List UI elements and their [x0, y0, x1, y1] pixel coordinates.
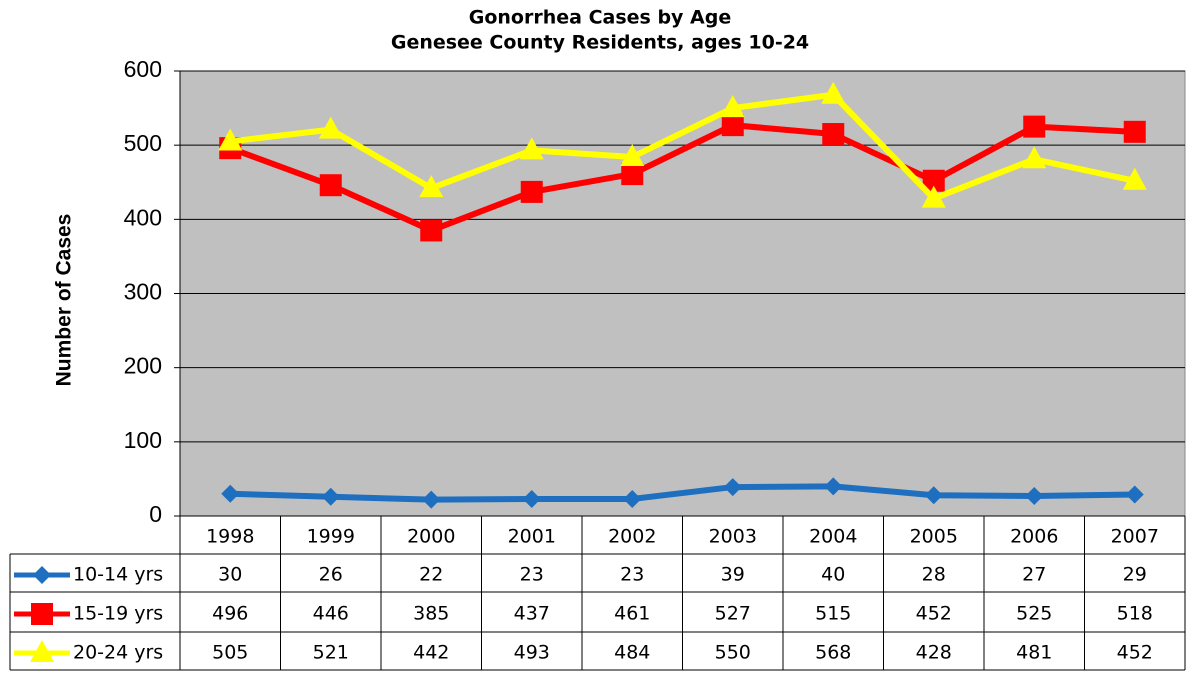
y-tick-label: 100 — [124, 427, 162, 453]
data-table-value: 22 — [419, 564, 443, 586]
data-table-value: 30 — [218, 564, 242, 586]
marker — [519, 137, 544, 160]
marker — [321, 487, 340, 506]
marker — [319, 174, 342, 197]
marker — [422, 490, 441, 509]
marker — [720, 95, 745, 118]
x-tick-label: 2003 — [709, 526, 757, 548]
x-tick-label: 2005 — [910, 526, 958, 548]
marker — [621, 163, 644, 186]
data-table-value: 515 — [815, 603, 851, 625]
series-line — [229, 91, 1136, 202]
y-tick-label: 300 — [124, 279, 162, 305]
data-table-value: 452 — [916, 603, 952, 625]
data-table-value: 385 — [413, 603, 449, 625]
x-tick-label: 2007 — [1111, 526, 1159, 548]
marker — [921, 185, 946, 208]
marker — [522, 489, 541, 508]
y-tick-label: 400 — [124, 204, 162, 230]
marker — [218, 128, 243, 151]
y-tick-label: 0 — [149, 501, 162, 527]
data-table-value: 550 — [715, 642, 751, 664]
marker — [33, 566, 51, 584]
data-table-value: 518 — [1117, 603, 1153, 625]
y-tick-label: 500 — [124, 130, 162, 156]
marker — [1023, 115, 1046, 138]
marker — [723, 478, 742, 497]
marker — [520, 180, 543, 203]
data-table-value: 461 — [614, 603, 650, 625]
data-table-value: 29 — [1123, 564, 1147, 586]
data-table-value: 493 — [514, 642, 550, 664]
x-tick-label: 2004 — [809, 526, 857, 548]
data-table-value: 481 — [1016, 642, 1052, 664]
x-tick-label: 2006 — [1010, 526, 1058, 548]
data-table-value: 568 — [815, 642, 851, 664]
data-table-value: 40 — [821, 564, 845, 586]
data-table-value: 23 — [520, 564, 544, 586]
marker — [822, 123, 845, 146]
chart-subtitle: Genesee County Residents, ages 10-24 — [391, 32, 809, 54]
x-tick-label: 2002 — [608, 526, 656, 548]
marker — [1123, 120, 1146, 143]
x-tick-label: 1998 — [206, 526, 254, 548]
data-table-value: 428 — [916, 642, 952, 664]
marker — [620, 144, 645, 167]
marker — [924, 486, 943, 505]
data-table-value: 23 — [620, 564, 644, 586]
series-line — [230, 483, 1135, 503]
data-table-value: 521 — [313, 642, 349, 664]
marker — [1025, 486, 1044, 505]
data-table-value: 527 — [715, 603, 751, 625]
data-table-value: 39 — [721, 564, 745, 586]
data-table-value: 26 — [319, 564, 343, 586]
data-table-value: 505 — [212, 642, 248, 664]
data-table-value: 446 — [313, 603, 349, 625]
marker — [721, 114, 744, 137]
data-table-value: 452 — [1117, 642, 1153, 664]
marker — [420, 219, 443, 242]
legend-label: 10-14 yrs — [73, 564, 163, 586]
y-tick-label: 200 — [124, 353, 162, 379]
marker — [419, 175, 444, 198]
series-line — [229, 122, 1135, 234]
marker — [1125, 485, 1144, 504]
data-table-value: 27 — [1022, 564, 1046, 586]
x-tick-label: 2000 — [407, 526, 455, 548]
data-table-value: 484 — [614, 642, 650, 664]
legend-label: 15-19 yrs — [73, 603, 163, 625]
marker — [221, 484, 240, 503]
marker — [922, 169, 945, 192]
data-table-value: 442 — [413, 642, 449, 664]
marker — [30, 640, 54, 662]
marker — [31, 603, 53, 625]
marker — [821, 81, 846, 104]
marker — [623, 489, 642, 508]
y-tick-label: 600 — [124, 56, 162, 82]
data-table-value: 28 — [922, 564, 946, 586]
marker — [1122, 167, 1147, 190]
legend-label: 20-24 yrs — [73, 642, 163, 664]
data-table-value: 525 — [1016, 603, 1052, 625]
data-table-value: 437 — [514, 603, 550, 625]
data-table-value: 496 — [212, 603, 248, 625]
chart-title: Gonorrhea Cases by Age — [469, 7, 732, 29]
x-tick-label: 1999 — [307, 526, 355, 548]
marker — [1022, 146, 1047, 169]
y-axis-label: Number of Cases — [53, 214, 76, 387]
marker — [318, 116, 343, 139]
x-tick-label: 2001 — [508, 526, 556, 548]
marker — [824, 477, 843, 496]
